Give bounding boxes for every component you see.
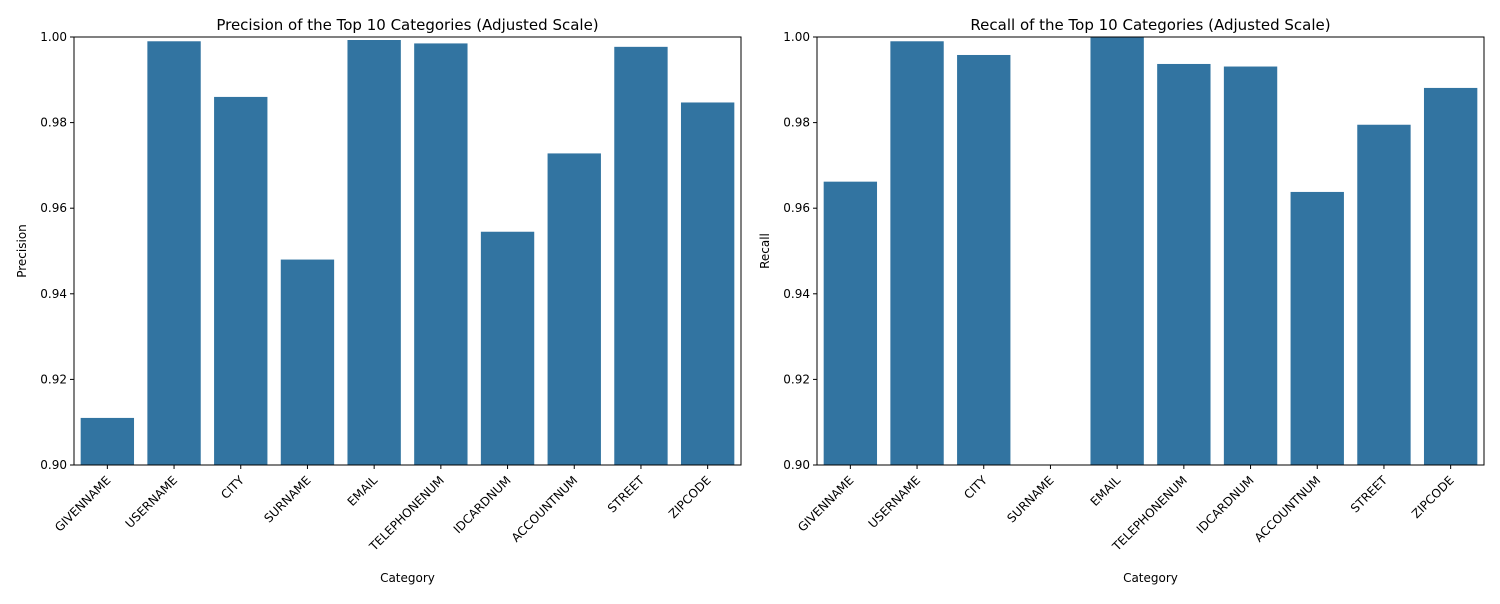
recall-bar-email — [1090, 37, 1144, 465]
recall-bar-accountnum — [1290, 191, 1344, 465]
precision-chart-title: Precision of the Top 10 Categories (Adju… — [216, 16, 598, 34]
recall-y-tick-label: 0.94 — [783, 287, 810, 301]
recall-bar-telephonenum — [1157, 63, 1211, 466]
precision-y-tick-label: 0.94 — [40, 287, 67, 301]
precision-bar-idcardnum — [480, 231, 535, 465]
precision-bar-accountnum — [547, 153, 601, 466]
precision-bar-surname — [280, 259, 335, 465]
recall-y-tick-label: 0.96 — [783, 201, 810, 215]
recall-bar-username — [890, 41, 944, 465]
precision-bar-givenname — [80, 417, 135, 465]
precision-bar-email — [347, 40, 401, 465]
precision-y-tick-label: 0.96 — [40, 201, 67, 215]
recall-y-tick-label: 0.92 — [783, 372, 810, 386]
precision-y-axis-label: Precision — [15, 224, 29, 278]
precision-y-tick-label: 0.90 — [40, 458, 67, 472]
recall-bar-street — [1357, 124, 1411, 466]
recall-bar-idcardnum — [1223, 66, 1278, 465]
precision-y-tick-label: 0.92 — [40, 372, 67, 386]
recall-y-tick-label: 0.90 — [783, 458, 810, 472]
recall-axes-frame — [816, 36, 1485, 466]
precision-bar-telephonenum — [414, 43, 468, 466]
recall-bar-givenname — [823, 181, 878, 465]
recall-chart-title: Recall of the Top 10 Categories (Adjuste… — [970, 16, 1330, 34]
recall-bar-city — [957, 54, 1011, 465]
precision-bar-username — [147, 41, 201, 465]
recall-y-axis-label: Recall — [758, 233, 772, 269]
precision-axes-frame — [73, 36, 742, 466]
recall-bar-zipcode — [1423, 87, 1478, 466]
precision-x-axis-label: Category — [380, 571, 435, 585]
precision-y-tick-label: 0.98 — [40, 116, 67, 130]
precision-bar-zipcode — [680, 102, 735, 465]
recall-y-tick-label: 0.98 — [783, 116, 810, 130]
precision-bar-city — [214, 96, 268, 466]
precision-bar-street — [614, 46, 668, 466]
precision-y-tick-label: 1.00 — [40, 30, 67, 44]
recall-x-axis-label: Category — [1123, 571, 1178, 585]
recall-y-tick-label: 1.00 — [783, 30, 810, 44]
